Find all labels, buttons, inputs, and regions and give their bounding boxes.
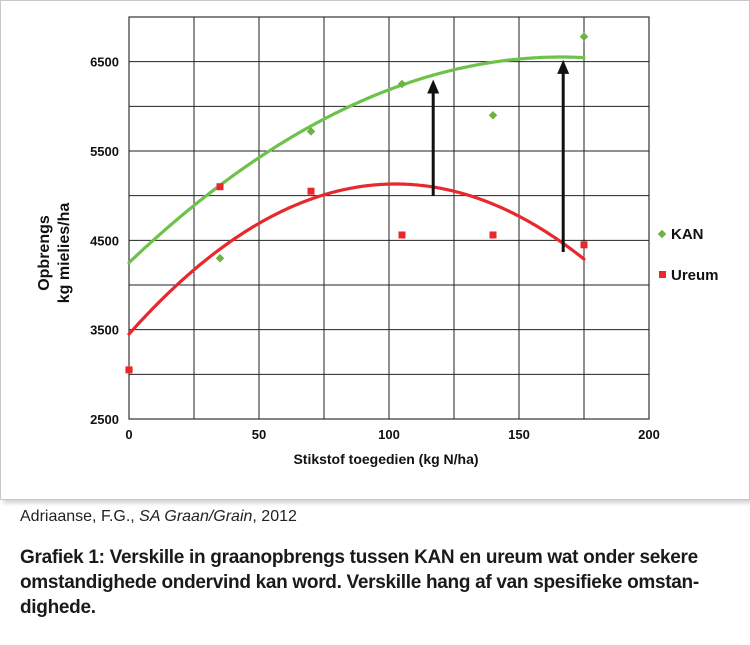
y-tick-label: 2500 xyxy=(90,412,119,427)
kan-data-point xyxy=(306,127,316,136)
grid xyxy=(128,16,650,420)
y-tick-label: 3500 xyxy=(90,323,119,338)
y-tick-label: 5500 xyxy=(90,144,119,159)
legend-item-ureum: Ureum xyxy=(659,267,719,284)
legend-item-kan: KAN xyxy=(657,226,704,243)
yield-chart: 0 50 100 150 200 2500 3500 4500 5500 6500 Stiksto… xyxy=(36,16,719,467)
kan-data-point xyxy=(488,111,498,120)
source-year: , 2012 xyxy=(252,508,297,525)
ureum-legend-marker xyxy=(659,271,666,278)
source-author: Adriaanse, F.G., xyxy=(20,508,140,525)
y-tick-label: 4500 xyxy=(90,233,119,248)
x-tick-label: 100 xyxy=(378,427,400,442)
tick-labels: 0 50 100 150 200 2500 3500 4500 5500 6500 xyxy=(90,55,660,442)
source-citation: Adriaanse, F.G., SA Graan/Grain, 2012 xyxy=(20,508,297,526)
ureum-data-point xyxy=(125,366,133,374)
trend-curve-ureum xyxy=(127,182,586,336)
difference-arrow-head xyxy=(427,79,440,94)
difference-arrows xyxy=(427,59,570,252)
chart-frame: 0 50 100 150 200 2500 3500 4500 5500 6500 Stiksto… xyxy=(0,0,750,500)
figure-caption: Grafiek 1: Verskille in graanopbrengs tu… xyxy=(20,547,699,618)
trend-curves xyxy=(127,55,586,336)
data-points xyxy=(124,32,589,375)
y-tick-label: 6500 xyxy=(90,55,119,70)
trend-curve-kan xyxy=(127,55,586,265)
ureum-data-point xyxy=(398,231,406,239)
ureum-data-point xyxy=(216,183,224,191)
x-tick-label: 0 xyxy=(125,427,132,442)
kan-data-point xyxy=(397,79,407,89)
ureum-data-point xyxy=(489,231,497,239)
difference-arrow-head xyxy=(557,59,570,74)
source-publication: SA Graan/Grain xyxy=(139,508,253,525)
ureum-data-point xyxy=(307,187,315,195)
ureum-data-point xyxy=(580,241,588,249)
legend: KAN Ureum xyxy=(657,226,719,284)
y-axis-title-line1: Opbrengs xyxy=(36,215,53,291)
x-axis-title: Stikstof toegedien (kg N/ha) xyxy=(293,451,478,467)
kan-legend-marker xyxy=(657,229,667,239)
x-tick-label: 50 xyxy=(252,427,266,442)
x-tick-label: 150 xyxy=(508,427,530,442)
ureum-legend-label: Ureum xyxy=(671,267,719,284)
x-tick-label: 200 xyxy=(638,427,660,442)
y-axis-title-line2: kg mielies/ha xyxy=(56,203,73,304)
kan-legend-label: KAN xyxy=(671,226,704,243)
